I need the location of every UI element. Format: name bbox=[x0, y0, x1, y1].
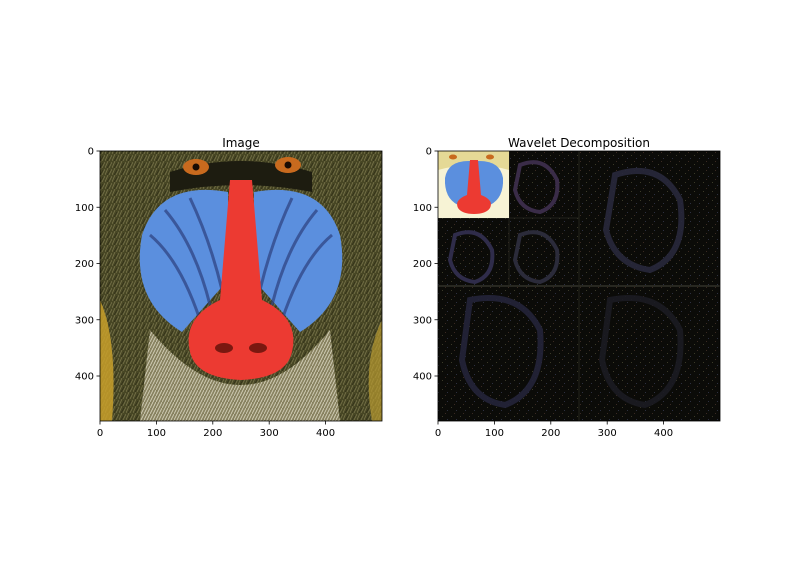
wavelet-title: Wavelet Decomposition bbox=[508, 136, 650, 150]
axes-wavelet: Wavelet Decomposition bbox=[413, 136, 721, 440]
x-tick-label: 300 bbox=[260, 428, 279, 439]
y-tick-label: 400 bbox=[413, 372, 432, 383]
nose bbox=[188, 180, 294, 380]
ticks-wavelet: 0 100 200 300 400 0 100 200 300 400 bbox=[413, 147, 673, 440]
y-tick-label: 200 bbox=[75, 259, 94, 270]
x-tick-label: 200 bbox=[203, 428, 222, 439]
x-tick-label: 400 bbox=[654, 428, 673, 439]
x-tick-label: 100 bbox=[485, 428, 504, 439]
x-tick-label: 200 bbox=[541, 428, 560, 439]
x-tick-label: 0 bbox=[97, 428, 103, 439]
approximation-thumbnail bbox=[438, 151, 509, 218]
y-tick-label: 0 bbox=[88, 147, 94, 158]
y-tick-label: 100 bbox=[413, 203, 432, 214]
left-cheek bbox=[139, 189, 228, 332]
y-tick-label: 300 bbox=[75, 315, 94, 326]
y-tick-label: 400 bbox=[75, 372, 94, 383]
wavelet-image bbox=[438, 151, 720, 421]
y-tick-label: 0 bbox=[426, 147, 432, 158]
mandrill-image bbox=[100, 151, 382, 421]
axes-image: Image 0 100 200 300 400 0 100 200 bbox=[75, 136, 383, 440]
x-tick-label: 300 bbox=[598, 428, 617, 439]
x-tick-label: 400 bbox=[316, 428, 335, 439]
y-tick-label: 100 bbox=[75, 203, 94, 214]
y-tick-label: 200 bbox=[413, 259, 432, 270]
y-tick-label: 300 bbox=[413, 315, 432, 326]
x-tick-label: 0 bbox=[435, 428, 441, 439]
right-cheek bbox=[254, 189, 343, 332]
ticks-image: 0 100 200 300 400 0 100 200 300 400 bbox=[75, 147, 335, 440]
x-tick-label: 100 bbox=[147, 428, 166, 439]
image-title: Image bbox=[222, 136, 260, 150]
